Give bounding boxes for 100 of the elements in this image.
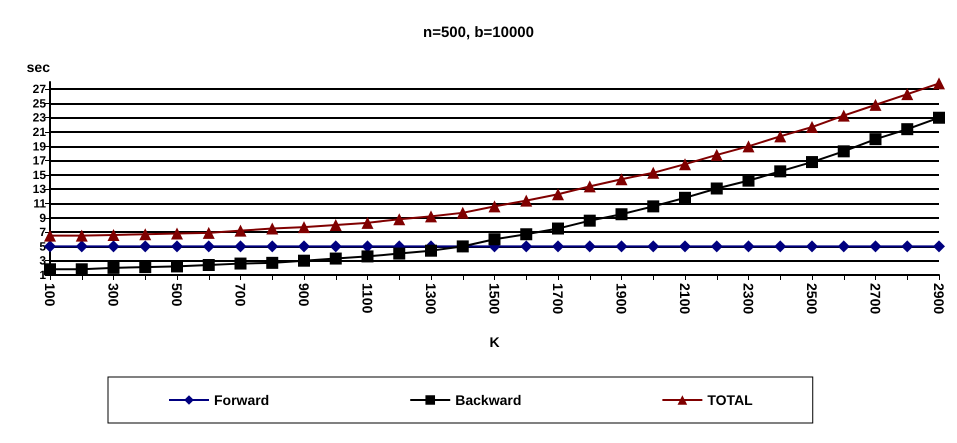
x-tick-label: 2500 [804,283,820,314]
x-tick-label: 1900 [614,283,630,314]
point [76,240,88,252]
point [520,228,532,240]
point [298,221,310,234]
point [552,188,564,200]
point [108,228,120,241]
point [362,216,374,229]
point [647,240,660,252]
y-tick-label: 17 [32,154,46,168]
point [234,240,246,252]
point [870,240,882,252]
point [76,230,88,242]
point [139,240,152,252]
y-tick-label: 27 [32,82,46,96]
point [901,123,914,136]
point [330,252,342,265]
x-tick-label: 500 [169,283,185,307]
point [393,213,406,226]
point [234,258,246,270]
x-tick-label: 2700 [868,283,884,314]
x-tick-label: 300 [106,283,122,307]
point [838,240,850,252]
point [298,254,310,267]
point [838,145,850,158]
point [710,182,723,195]
point [298,240,310,252]
point [584,240,596,252]
x-tick-label: 2100 [677,283,693,314]
legend-label: Forward [214,392,270,408]
point [520,194,532,207]
point [870,133,882,146]
point [139,228,152,240]
point [266,222,278,235]
point [456,206,469,219]
y-tick-label: 25 [32,96,46,110]
point [647,200,660,212]
y-tick-label: 21 [32,125,46,140]
y-tick-label: 3 [39,254,46,268]
point [171,240,183,252]
point [330,240,342,252]
point [679,240,691,252]
point [742,174,754,187]
x-tick-label: 2900 [931,283,947,314]
x-tick-label: 1100 [360,283,376,314]
point [742,140,754,152]
point [774,240,786,252]
y-tick-label: 19 [32,139,46,154]
point [171,228,183,240]
x-tick-label: 100 [42,283,58,307]
point [108,240,120,252]
point [616,240,628,252]
point [679,158,691,170]
x-tick-label: 1700 [550,283,566,314]
y-tick-label: 5 [39,239,46,254]
point [362,250,374,262]
x-axis-title: K [489,334,500,350]
y-axis-title: sec [26,59,50,75]
point [901,88,914,100]
point [742,240,754,252]
point [933,77,945,90]
point [234,224,246,237]
point [108,262,120,274]
point [425,210,437,222]
x-tick-label: 1300 [423,283,439,314]
point [266,240,278,252]
point [710,240,723,252]
x-tick-label: 2300 [740,283,756,314]
point [44,230,56,242]
point [838,110,850,122]
point [552,240,564,252]
chart-title: n=500, b=10000 [423,24,534,41]
point [933,112,945,124]
point [488,233,500,246]
legend-label: TOTAL [707,392,754,408]
y-tick-label: 7 [39,225,46,240]
point [202,240,215,252]
x-tick-label: 1500 [486,283,502,314]
y-tick-label: 1 [39,268,46,282]
y-tick-label: 13 [32,182,46,196]
point [933,240,945,252]
point [870,98,882,111]
point [552,222,564,235]
point [44,263,56,276]
y-tick-label: 15 [32,168,46,182]
y-tick-label: 11 [33,196,46,211]
point [139,261,152,274]
point [584,180,596,192]
point [806,121,818,134]
y-tick-label: 23 [32,110,46,125]
x-tick-label: 900 [296,283,312,307]
point [488,200,500,212]
point [679,192,691,204]
point [330,218,342,231]
legend-label: Backward [455,392,522,408]
point [616,173,628,186]
point [520,240,532,252]
y-tick-label: 9 [39,210,46,225]
point [202,226,215,239]
x-tick-label: 700 [232,283,248,307]
